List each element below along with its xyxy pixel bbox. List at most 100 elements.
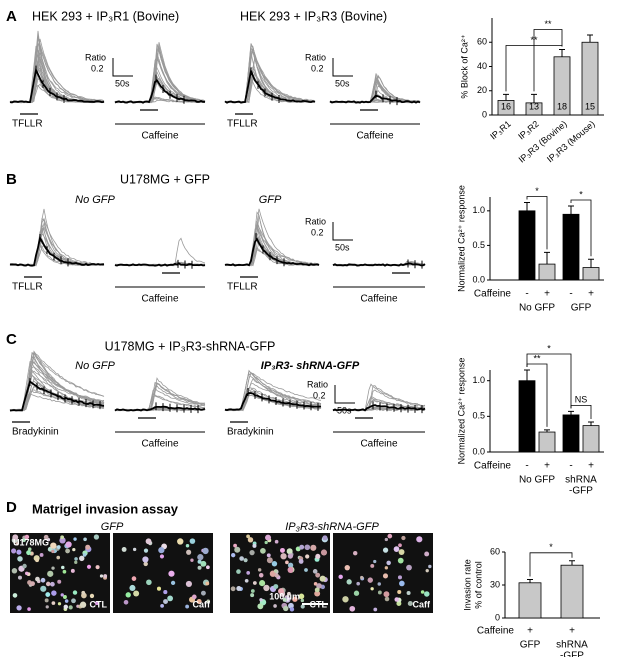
y-tick-label: 30 xyxy=(490,579,500,589)
stimulus-label: TFLLR xyxy=(227,282,258,293)
panel-subtitle: GFP xyxy=(101,521,124,533)
cell xyxy=(57,579,62,584)
cell xyxy=(346,579,352,585)
x-tick-label: IP₃R2 xyxy=(516,119,541,142)
cell xyxy=(51,566,55,570)
cell xyxy=(246,571,251,575)
group-label: shRNA xyxy=(556,640,588,651)
error-bar xyxy=(527,579,533,583)
bar xyxy=(538,263,556,281)
cell xyxy=(61,565,65,570)
cell xyxy=(145,538,152,545)
cell xyxy=(239,556,244,561)
cell xyxy=(142,556,149,563)
cell xyxy=(60,535,65,540)
cell xyxy=(250,589,255,593)
n-label: 18 xyxy=(557,101,567,111)
stimulus-label: Bradykinin xyxy=(12,427,59,438)
cell xyxy=(257,603,264,610)
cell xyxy=(79,601,87,608)
group-label: -GFP xyxy=(569,486,593,497)
panel-label: D xyxy=(6,499,17,516)
cell xyxy=(45,581,51,587)
cell xyxy=(274,539,279,544)
cell xyxy=(273,604,277,608)
cell xyxy=(131,576,137,581)
cell xyxy=(353,590,360,596)
cell xyxy=(156,586,162,591)
treatment-label: + xyxy=(588,289,594,300)
cell xyxy=(298,593,305,600)
cell xyxy=(121,547,127,552)
cell xyxy=(283,605,289,612)
cell xyxy=(62,569,67,574)
cell xyxy=(26,550,31,556)
cell xyxy=(420,590,425,594)
cell xyxy=(163,599,168,604)
cell xyxy=(428,564,432,569)
cell xyxy=(43,534,49,540)
y-tick-label: 20 xyxy=(477,85,487,95)
bar xyxy=(518,210,536,281)
cell xyxy=(273,584,279,590)
cell xyxy=(298,558,304,564)
cell xyxy=(236,569,241,574)
y-tick-label: 1.0 xyxy=(472,205,485,215)
cell xyxy=(287,553,294,559)
x-tick-label: IP₃R3 (Bovine) xyxy=(517,119,569,165)
cell xyxy=(129,584,136,592)
treatment-label: + xyxy=(588,461,594,472)
scale-label: 0.2 xyxy=(311,63,324,73)
significance-bracket xyxy=(526,353,572,409)
scale-label: 50s xyxy=(335,78,350,88)
cell xyxy=(200,560,207,567)
cell xyxy=(260,548,266,554)
cell xyxy=(17,556,23,562)
y-tick-label: 0.5 xyxy=(472,240,485,250)
cell xyxy=(11,568,18,574)
cell xyxy=(424,591,430,597)
row-label: Caffeine xyxy=(474,461,512,472)
cell xyxy=(266,557,273,564)
significance-label: * xyxy=(549,542,553,552)
cell xyxy=(271,561,278,567)
cell xyxy=(259,580,266,587)
cell xyxy=(266,553,271,558)
cell xyxy=(234,546,241,553)
y-axis-label: Normalized Ca²⁺ response xyxy=(456,185,466,292)
panel-title: U178MG + IP₃R3-shRNA-GFP xyxy=(105,339,276,353)
stimulus-label: Caffeine xyxy=(141,294,179,305)
significance-label: NS xyxy=(575,395,588,405)
y-axis-label: % of control xyxy=(473,561,483,609)
cell xyxy=(263,584,270,592)
cell xyxy=(287,591,291,596)
bar xyxy=(560,564,584,619)
stimulus-label: TFLLR xyxy=(12,282,43,293)
bar xyxy=(518,582,542,619)
error-bar xyxy=(568,410,574,415)
scale-label: Ratio xyxy=(85,52,106,62)
y-axis-label: % Block of Ca²⁺ xyxy=(459,34,469,99)
cell xyxy=(386,560,391,566)
cell xyxy=(196,598,202,605)
cell xyxy=(81,590,86,595)
cell xyxy=(64,599,69,603)
cell xyxy=(304,568,308,572)
cell xyxy=(190,558,194,562)
cell xyxy=(278,588,285,595)
cell xyxy=(35,576,40,582)
cell xyxy=(167,595,173,602)
trace xyxy=(9,227,105,267)
cell xyxy=(401,535,406,541)
cell xyxy=(286,548,293,555)
cell xyxy=(387,533,393,539)
stimulus-label: Caffeine xyxy=(356,131,394,142)
panel-subtitle: No GFP xyxy=(75,360,115,372)
significance-label: * xyxy=(535,186,539,196)
cell xyxy=(287,566,294,573)
cell xyxy=(252,581,257,585)
mean-trace xyxy=(329,94,421,104)
error-bar xyxy=(559,49,565,57)
cell xyxy=(398,549,405,555)
